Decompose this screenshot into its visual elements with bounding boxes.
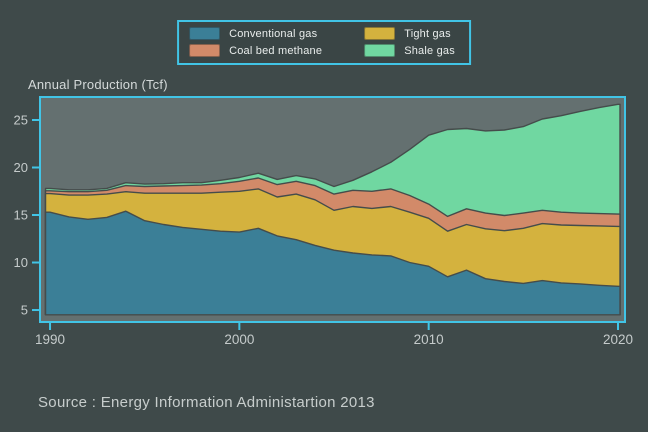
chart-title: Annual Production (Tcf): [28, 77, 168, 92]
y-axis-tick-label: 20: [14, 160, 28, 175]
legend-item-label: Tight gas: [404, 27, 451, 40]
legend-item: Tight gas: [364, 27, 455, 40]
x-axis-tick-label: 2020: [603, 332, 633, 347]
y-axis-tick-label: 15: [14, 208, 28, 223]
source-text: Source : Energy Information Administarti…: [38, 394, 375, 411]
area-conventional-gas: [44, 210, 621, 316]
y-axis-tick-label: 5: [21, 303, 28, 318]
legend-item-label: Coal bed methane: [229, 44, 323, 57]
legend-swatch: [364, 44, 396, 57]
legend-swatch: [364, 27, 396, 40]
legend-swatch: [189, 27, 221, 40]
x-axis-tick-label: 2010: [414, 332, 444, 347]
legend: Conventional gas Coal bed methane Tight ga…: [177, 20, 471, 65]
plot-border: [39, 96, 626, 323]
legend-item: Conventional gas: [189, 27, 322, 40]
legend-item: Coal bed methane: [189, 44, 322, 57]
x-axis-tick-label: 1990: [35, 332, 65, 347]
legend-item-label: Shale gas: [404, 44, 455, 57]
legend-item: Shale gas: [364, 44, 455, 57]
stacked-area-chart: 5 10 15 20 25 1990 2000 2010 2020: [14, 96, 633, 347]
legend-swatch: [189, 44, 221, 57]
y-axis-tick-label: 10: [14, 255, 28, 270]
y-axis-tick-label: 25: [14, 112, 28, 127]
plot-area: 5 10 15 20 25 1990 2000 2010 2020: [14, 96, 633, 347]
legend-item-label: Conventional gas: [229, 27, 318, 40]
x-axis-tick-label: 2000: [224, 332, 254, 347]
